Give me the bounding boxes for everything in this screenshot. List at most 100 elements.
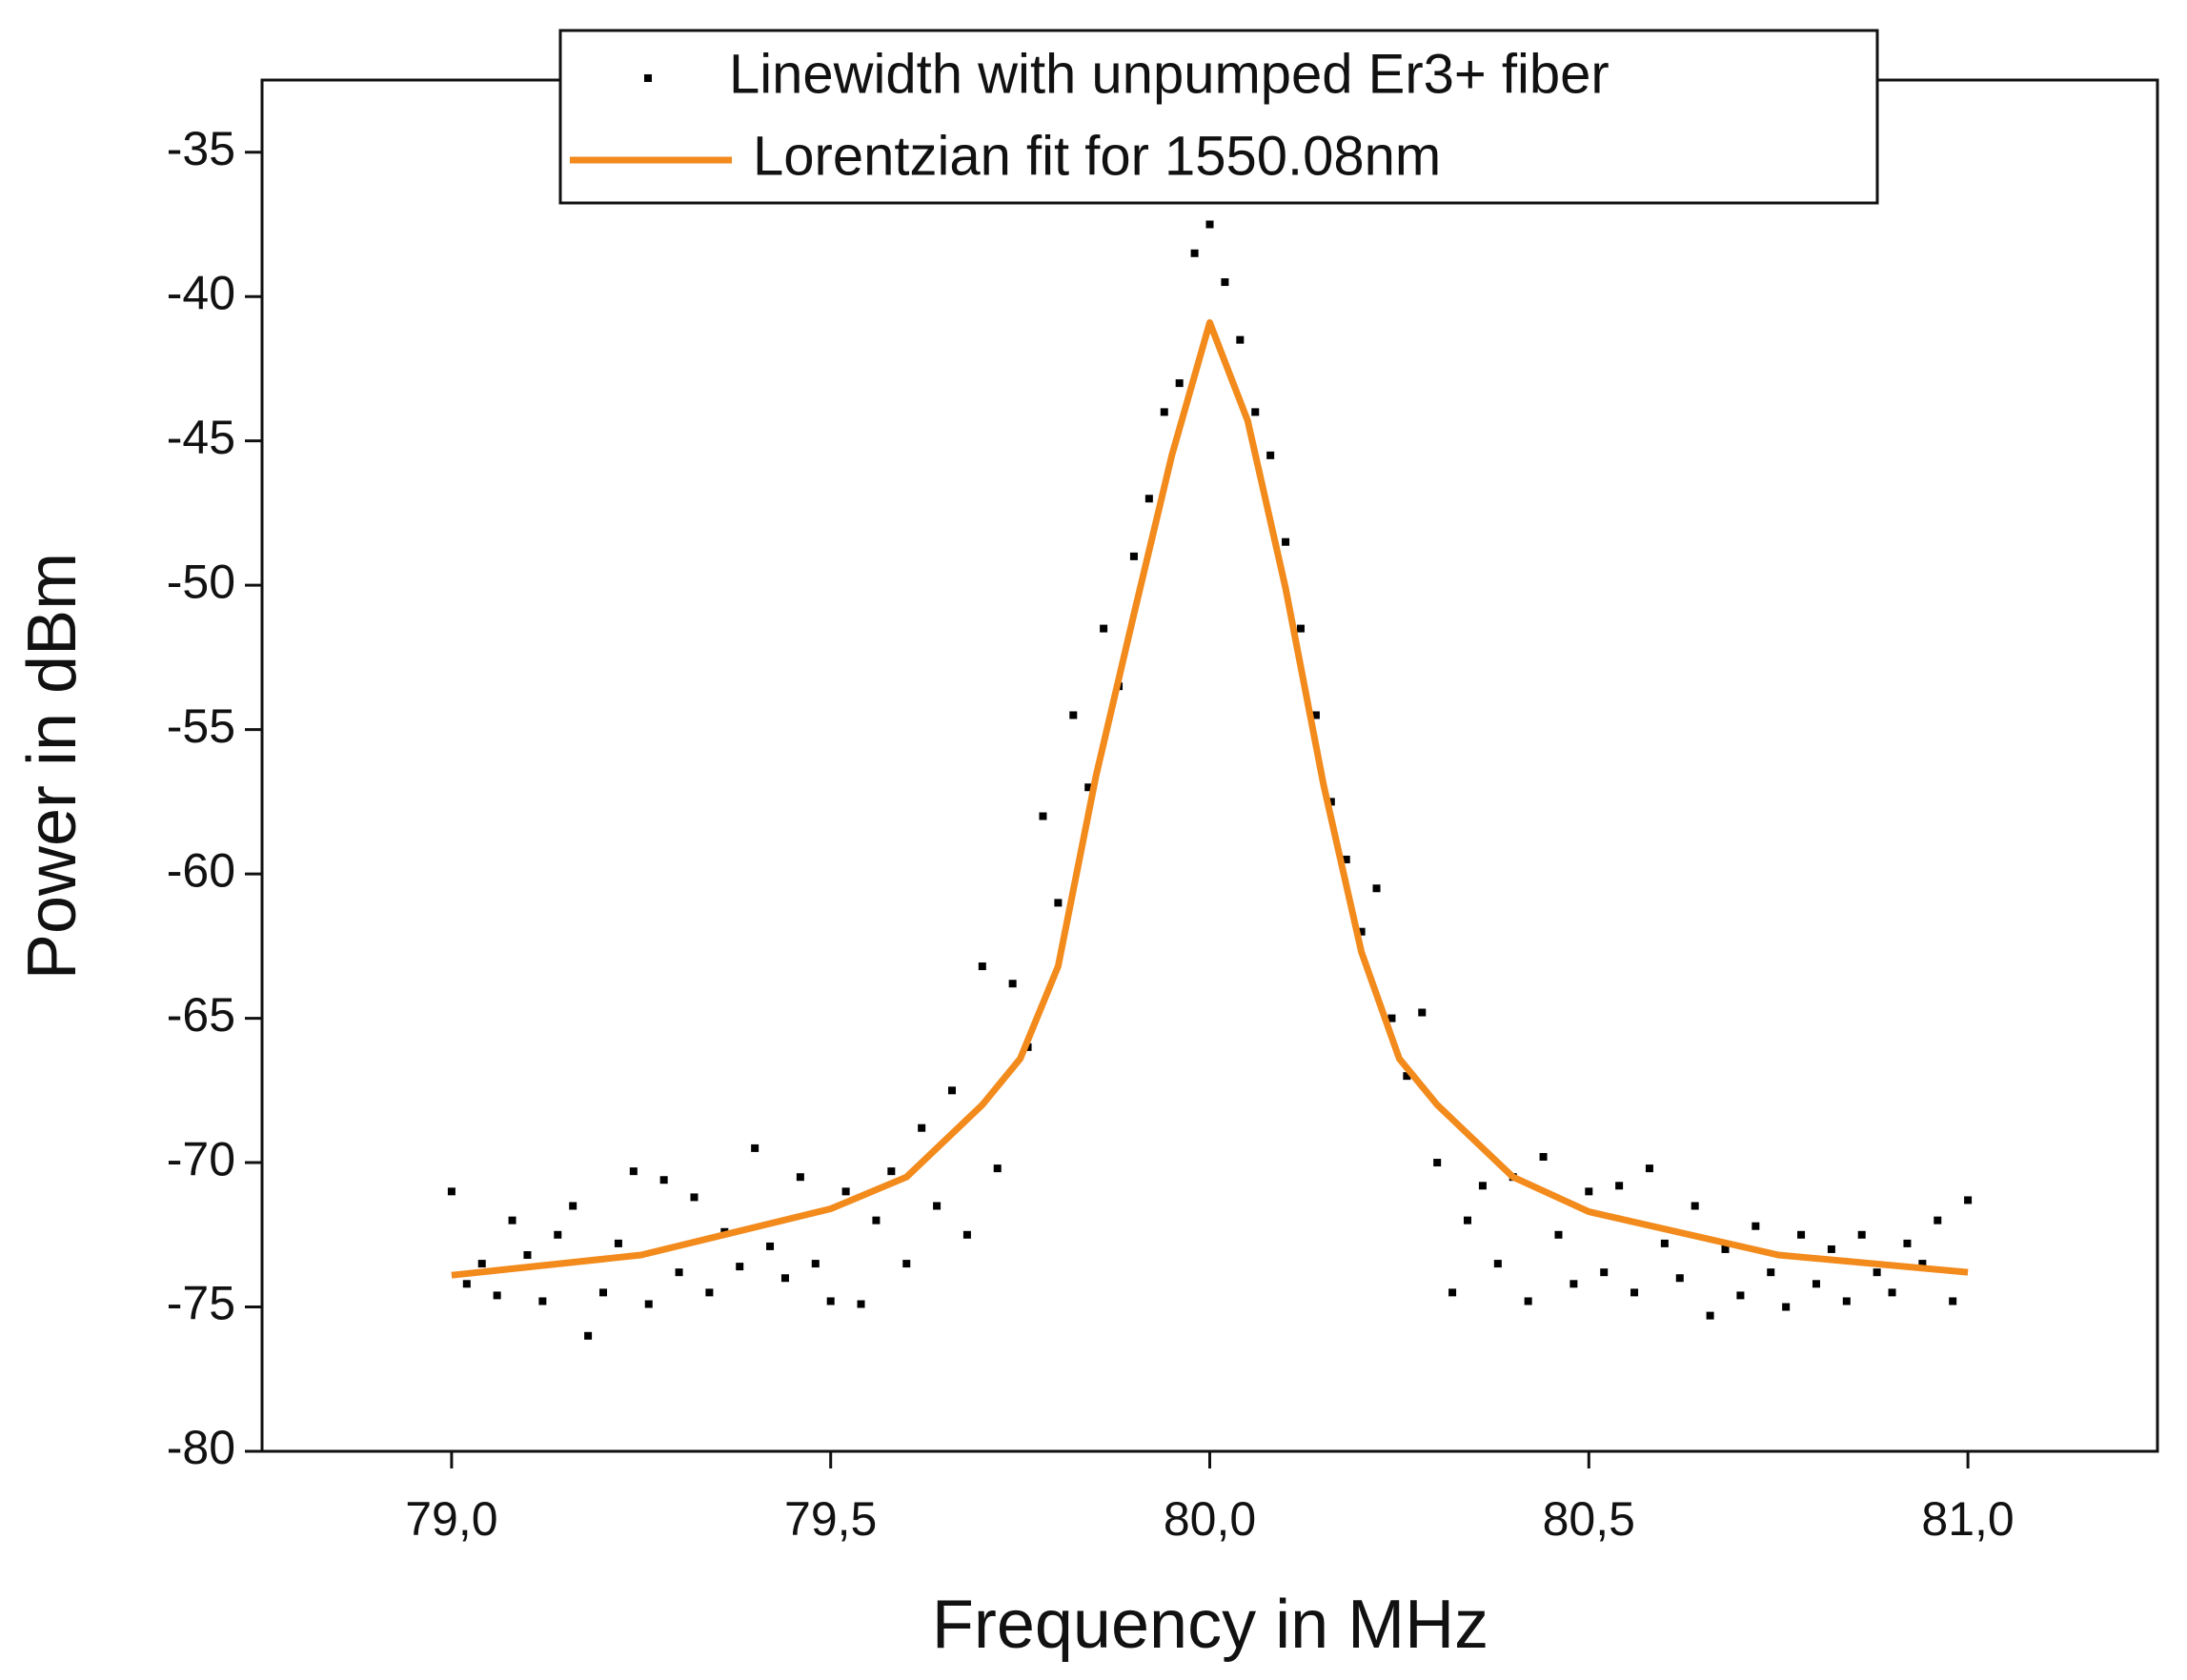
fit-line bbox=[451, 318, 1969, 1279]
data-point bbox=[1311, 711, 1320, 719]
data-point bbox=[1190, 249, 1199, 257]
legend-label: Linewidth with unpumped Er3+ fiber bbox=[729, 43, 1610, 105]
data-point bbox=[614, 1239, 622, 1247]
data-point bbox=[1266, 451, 1275, 459]
data-point bbox=[736, 1263, 744, 1271]
data-point bbox=[1812, 1280, 1820, 1288]
data-point bbox=[1615, 1182, 1624, 1190]
data-point bbox=[751, 1144, 759, 1152]
data-point bbox=[493, 1291, 501, 1300]
data-point bbox=[1100, 624, 1108, 633]
x-tick-label: 79,0 bbox=[405, 1492, 497, 1546]
y-tick-label: -55 bbox=[167, 699, 235, 753]
data-point bbox=[1752, 1222, 1760, 1230]
data-point bbox=[962, 1230, 971, 1239]
data-point bbox=[1934, 1216, 1942, 1225]
data-point bbox=[1660, 1239, 1669, 1247]
data-point bbox=[1448, 1288, 1457, 1297]
data-point bbox=[1251, 408, 1260, 416]
x-tick-label: 81,0 bbox=[1921, 1492, 2014, 1546]
data-point bbox=[1144, 495, 1153, 503]
data-point bbox=[1221, 278, 1229, 287]
data-point bbox=[629, 1167, 638, 1176]
data-point bbox=[1524, 1297, 1532, 1306]
data-point bbox=[1918, 1260, 1927, 1268]
data-point bbox=[780, 1274, 789, 1283]
x-tick-label: 80,0 bbox=[1164, 1492, 1256, 1546]
data-point bbox=[1539, 1152, 1548, 1161]
data-point bbox=[1069, 711, 1078, 719]
data-point bbox=[1585, 1187, 1593, 1196]
data-point bbox=[1205, 220, 1214, 229]
data-point bbox=[1736, 1291, 1745, 1300]
data-point bbox=[1797, 1230, 1806, 1239]
y-axis-title: Power in dBm bbox=[14, 553, 91, 980]
plot-frame bbox=[260, 78, 2159, 1453]
data-point bbox=[1403, 1072, 1411, 1081]
data-point bbox=[1873, 1268, 1881, 1277]
y-tick-label: -40 bbox=[167, 266, 235, 319]
data-point bbox=[887, 1167, 896, 1176]
data-point bbox=[1675, 1274, 1684, 1283]
data-point bbox=[1827, 1245, 1835, 1253]
data-point bbox=[1857, 1230, 1866, 1239]
data-point bbox=[599, 1288, 608, 1297]
data-point bbox=[1767, 1268, 1775, 1277]
data-point bbox=[1691, 1202, 1699, 1210]
data-point bbox=[1888, 1288, 1896, 1297]
data-point bbox=[918, 1123, 926, 1132]
data-point bbox=[933, 1202, 942, 1210]
data-point bbox=[811, 1260, 820, 1268]
data-point bbox=[538, 1297, 547, 1306]
y-tick-label: -60 bbox=[167, 843, 235, 897]
data-point bbox=[1842, 1297, 1851, 1306]
data-point bbox=[705, 1288, 714, 1297]
data-point bbox=[1129, 552, 1138, 560]
data-point bbox=[1372, 884, 1381, 893]
data-point bbox=[447, 1187, 456, 1196]
data-point bbox=[1160, 408, 1168, 416]
x-tick-label: 79,5 bbox=[784, 1492, 877, 1546]
y-tick-label: -35 bbox=[167, 122, 235, 175]
data-point bbox=[857, 1300, 865, 1308]
data-point bbox=[462, 1280, 471, 1288]
data-point bbox=[826, 1297, 835, 1306]
data-point bbox=[1645, 1164, 1653, 1173]
data-point bbox=[1342, 855, 1350, 863]
data-point bbox=[1326, 798, 1335, 806]
data-point bbox=[841, 1187, 850, 1196]
data-point bbox=[1282, 537, 1290, 546]
legend-label: Lorentzian fit for 1550.08nm bbox=[753, 125, 1441, 187]
x-axis-title: Frequency in MHz bbox=[932, 1587, 1488, 1663]
legend-box bbox=[558, 29, 1879, 205]
y-tick-label: -45 bbox=[167, 411, 235, 464]
legend-marker bbox=[644, 74, 652, 82]
data-point bbox=[1357, 927, 1366, 936]
data-point bbox=[690, 1193, 699, 1202]
data-point bbox=[1721, 1245, 1730, 1253]
data-point bbox=[1418, 1008, 1427, 1017]
data-point bbox=[947, 1086, 956, 1095]
data-point bbox=[584, 1331, 593, 1340]
data-point bbox=[1493, 1260, 1502, 1268]
data-point bbox=[1569, 1280, 1578, 1288]
data-point bbox=[644, 1300, 653, 1308]
data-point bbox=[1478, 1182, 1487, 1190]
data-point bbox=[477, 1260, 486, 1268]
data-point bbox=[675, 1268, 683, 1277]
data-point bbox=[1554, 1230, 1563, 1239]
data-point bbox=[1949, 1297, 1957, 1306]
data-point bbox=[1600, 1268, 1609, 1277]
data-point bbox=[978, 962, 986, 971]
data-point bbox=[1236, 335, 1245, 344]
data-point bbox=[766, 1242, 775, 1250]
data-point bbox=[872, 1216, 881, 1225]
data-point bbox=[1706, 1311, 1714, 1320]
data-point bbox=[796, 1173, 804, 1182]
data-point bbox=[1464, 1216, 1472, 1225]
y-tick-label: -70 bbox=[167, 1132, 235, 1185]
data-point bbox=[1054, 899, 1063, 907]
y-tick-label: -50 bbox=[167, 555, 235, 608]
data-point bbox=[1782, 1303, 1791, 1311]
